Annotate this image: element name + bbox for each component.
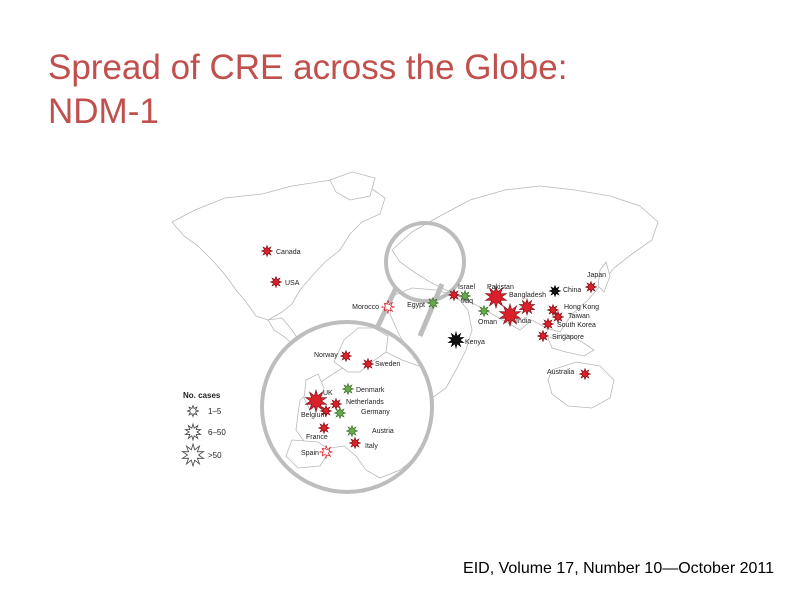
hong-kong-label: Hong Kong <box>564 304 599 311</box>
singapore-label: Singapore <box>552 334 584 341</box>
germany-marker <box>333 406 347 420</box>
legend-label-medium: 6–50 <box>208 428 226 437</box>
india-marker <box>498 302 522 328</box>
japan-shape <box>597 261 611 293</box>
legend-items: 1–5 6–50 >50 <box>181 404 226 468</box>
denmark-label: Denmark <box>356 387 385 394</box>
japan-label: Japan <box>587 272 606 279</box>
uk-label: UK <box>323 390 333 397</box>
iraq-label: Iraq <box>461 298 473 305</box>
legend-star-large <box>181 442 205 468</box>
australia-shape <box>547 361 615 409</box>
scandinavia-shape <box>333 327 389 373</box>
south-korea-label: South Korea <box>557 322 596 329</box>
italy-label: Italy <box>365 443 378 450</box>
egypt-label: Egypt <box>407 302 425 309</box>
egypt-marker <box>426 296 440 310</box>
europe-inset-border <box>260 320 434 494</box>
taiwan-marker <box>551 310 565 324</box>
usa-marker <box>269 275 283 289</box>
uk-marker <box>304 388 328 414</box>
kenya-marker <box>447 330 465 350</box>
austria-marker <box>345 424 359 438</box>
pakistan-marker <box>484 284 508 310</box>
legend-star-medium <box>184 422 202 442</box>
china-label: China <box>563 287 581 294</box>
australia-marker <box>578 367 592 381</box>
taiwan-label: Taiwan <box>568 313 590 320</box>
iberia-shape <box>285 439 331 469</box>
slide-title-line1: Spread of CRE across the Globe: <box>48 48 568 87</box>
spain-marker <box>318 444 334 460</box>
belgium-label: Belgium <box>301 412 326 419</box>
legend: No. cases 1–5 6–50 >50 <box>181 391 226 468</box>
france-label: France <box>306 434 328 441</box>
oman-label: Oman <box>478 319 497 326</box>
bangladesh-marker <box>518 297 536 317</box>
legend-label-large: >50 <box>208 451 222 460</box>
israel-marker <box>447 288 461 302</box>
world-markers: Canada USA Morocco Egypt Israel Iraq PakistanB… <box>260 244 606 381</box>
morocco-marker <box>380 299 396 315</box>
israel-label: Israel <box>458 284 476 291</box>
sweden-marker <box>361 357 375 371</box>
south-korea-marker <box>541 317 555 331</box>
china-marker <box>548 284 562 298</box>
legend-label-small: 1–5 <box>208 407 222 416</box>
southeast-asia-shape <box>547 333 595 357</box>
australia-label: Australia <box>547 369 574 376</box>
japan-marker <box>584 280 598 294</box>
europe-inset <box>260 320 434 494</box>
iraq-marker <box>458 289 472 303</box>
germany-label: Germany <box>361 409 390 416</box>
slide-title-line2: NDM-1 <box>48 92 159 131</box>
pakistan-label: Pakistan <box>487 284 514 291</box>
denmark-marker <box>341 382 355 396</box>
austria-label: Austria <box>372 428 394 435</box>
canada-label: Canada <box>276 249 301 256</box>
france-marker <box>317 421 331 435</box>
hong-kong-marker <box>546 303 560 317</box>
citation: EID, Volume 17, Number 10—October 2011 <box>463 560 774 577</box>
italy-marker <box>348 436 362 450</box>
kenya-label: Kenya <box>465 339 485 346</box>
sweden-label: Sweden <box>375 361 400 368</box>
europe-source-circle <box>384 221 466 303</box>
europe-markers: Norway Sweden Denmark UK Netherlands Belgium G… <box>301 349 400 460</box>
usa-label: USA <box>285 280 300 287</box>
north-america-shape <box>171 177 386 321</box>
norway-marker <box>339 349 353 363</box>
bangladesh-label: Bangladesh <box>509 292 546 299</box>
legend-star-small <box>186 404 200 418</box>
norway-label: Norway <box>314 352 338 359</box>
morocco-label: Morocco <box>352 304 379 311</box>
oman-marker <box>477 304 491 318</box>
legend-title: No. cases <box>183 391 221 400</box>
india-label: India <box>516 318 531 325</box>
slide-title: Spread of CRE across the Globe: NDM-1 <box>48 46 567 134</box>
netherlands-label: Netherlands <box>346 399 384 406</box>
greenland-shape <box>329 171 376 201</box>
canada-marker <box>260 244 274 258</box>
spain-label: Spain <box>301 450 319 457</box>
singapore-marker <box>536 329 550 343</box>
belgium-marker <box>319 404 333 418</box>
